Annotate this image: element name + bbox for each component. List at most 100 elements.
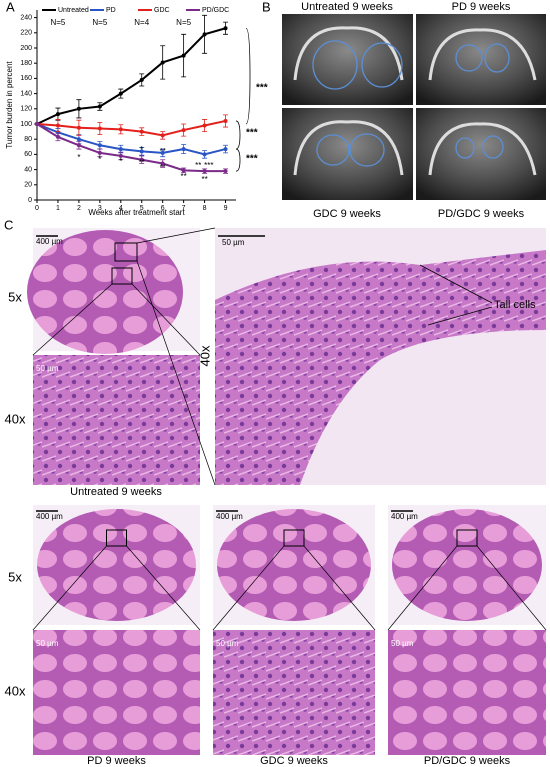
image-label: PD/GDC 9 weeks	[438, 208, 525, 220]
point	[97, 150, 102, 155]
point	[160, 133, 165, 138]
point	[55, 112, 60, 117]
point	[118, 153, 123, 158]
y-tick-label: 160	[20, 75, 32, 82]
histology-40x	[33, 355, 200, 485]
scale-label: 50 µm	[216, 639, 239, 648]
zoom-line	[303, 545, 376, 631]
pointer	[419, 264, 493, 326]
image-label: PD 9 weeks	[87, 755, 146, 767]
x-axis-label: Weeks after treatment start	[88, 208, 185, 217]
y-tick-label: 60	[24, 151, 32, 158]
point	[139, 129, 144, 134]
zoom-box	[456, 529, 478, 547]
bracket	[245, 27, 251, 125]
magnification: 5x	[8, 289, 22, 304]
zoom-line	[387, 545, 458, 631]
zoom-box	[111, 267, 133, 285]
image-label: PD/GDC 9 weeks	[424, 755, 511, 767]
point-significance: **	[201, 175, 207, 184]
magnification: 40x	[5, 683, 26, 698]
image-label: GDC 9 weeks	[260, 755, 328, 767]
tumor-outline	[312, 40, 510, 167]
scale-label: 50 µm	[36, 639, 59, 648]
point	[202, 123, 207, 128]
zoom-line	[32, 545, 107, 631]
scale-label: 400 µm	[36, 512, 63, 521]
point-significance: **	[195, 161, 201, 170]
zoom-box	[106, 529, 127, 547]
zoom-box	[283, 529, 305, 547]
scale-label: 400 µm	[216, 512, 243, 521]
bracket	[235, 148, 241, 172]
point	[118, 147, 123, 152]
point	[202, 152, 207, 157]
image-label: Untreated 9 weeks	[70, 486, 162, 498]
magnification: 5x	[8, 569, 22, 584]
point	[118, 91, 123, 96]
n-label: N=4	[134, 18, 149, 27]
histology: 400 µm 50 µm 50 µm Tall cells 5x 40x 40x…	[5, 227, 546, 698]
point	[202, 169, 207, 174]
x-tick-label: 3	[98, 205, 102, 212]
legend-label: Untreated	[58, 7, 89, 14]
point	[181, 168, 186, 173]
point-significance: *	[77, 153, 80, 162]
x-tick-label: 5	[140, 205, 144, 212]
magnification: 40x	[197, 345, 212, 366]
histology-40x	[33, 630, 200, 755]
n-label: N=5	[50, 18, 65, 27]
y-tick-label: 240	[20, 14, 32, 21]
x-tick-label: 9	[224, 205, 228, 212]
point-significance: *	[119, 157, 122, 166]
y-tick-label: 220	[20, 30, 32, 37]
point-significance: ***	[204, 161, 213, 170]
scale-label: 400 µm	[391, 512, 418, 521]
point	[76, 143, 81, 148]
tissue	[392, 509, 542, 621]
zoom-line	[476, 545, 547, 631]
y-tick-label: 100	[20, 121, 32, 128]
zoom-box	[114, 242, 138, 262]
point	[35, 122, 39, 126]
point	[181, 147, 186, 152]
y-tick-label: 80	[24, 136, 32, 143]
x-tick-label: 8	[203, 205, 207, 212]
point	[160, 161, 165, 166]
scale-label: 400 µm	[36, 237, 63, 246]
x-tick-label: 0	[35, 205, 39, 212]
series-line	[36, 123, 226, 156]
series-line	[36, 123, 226, 173]
point-significance: **	[160, 163, 166, 172]
point	[160, 150, 165, 155]
point	[55, 134, 60, 139]
skin-contour	[293, 26, 537, 176]
ultrasound-grid: Untreated 9 weeks PD 9 weeks GDC 9 weeks…	[282, 1, 546, 220]
image-label: PD 9 weeks	[452, 1, 511, 13]
x-tick-label: 1	[56, 205, 60, 212]
zoom-line	[32, 227, 216, 486]
panel-letter: A	[6, 0, 15, 14]
point	[55, 123, 60, 128]
y-axis-label: Tumor burden in percent	[5, 61, 14, 149]
x-tick-label: 2	[77, 205, 81, 212]
legend-label: PD/GDC	[202, 7, 229, 14]
magnification: 40x	[5, 411, 26, 426]
point	[76, 125, 81, 130]
zoom-line	[212, 545, 285, 631]
significance: ***	[246, 128, 258, 139]
point	[160, 60, 165, 65]
point	[223, 118, 228, 123]
tissue	[37, 509, 196, 621]
bracket	[235, 120, 241, 150]
tissue	[217, 509, 371, 621]
significance: ***	[256, 83, 268, 94]
x-tick-label: 6	[161, 205, 165, 212]
significance: ***	[246, 154, 258, 165]
panel-letter: B	[262, 0, 271, 14]
point	[97, 126, 102, 131]
scale-label: 50 µm	[222, 238, 245, 247]
histology-40x	[388, 630, 546, 755]
point	[202, 32, 207, 37]
